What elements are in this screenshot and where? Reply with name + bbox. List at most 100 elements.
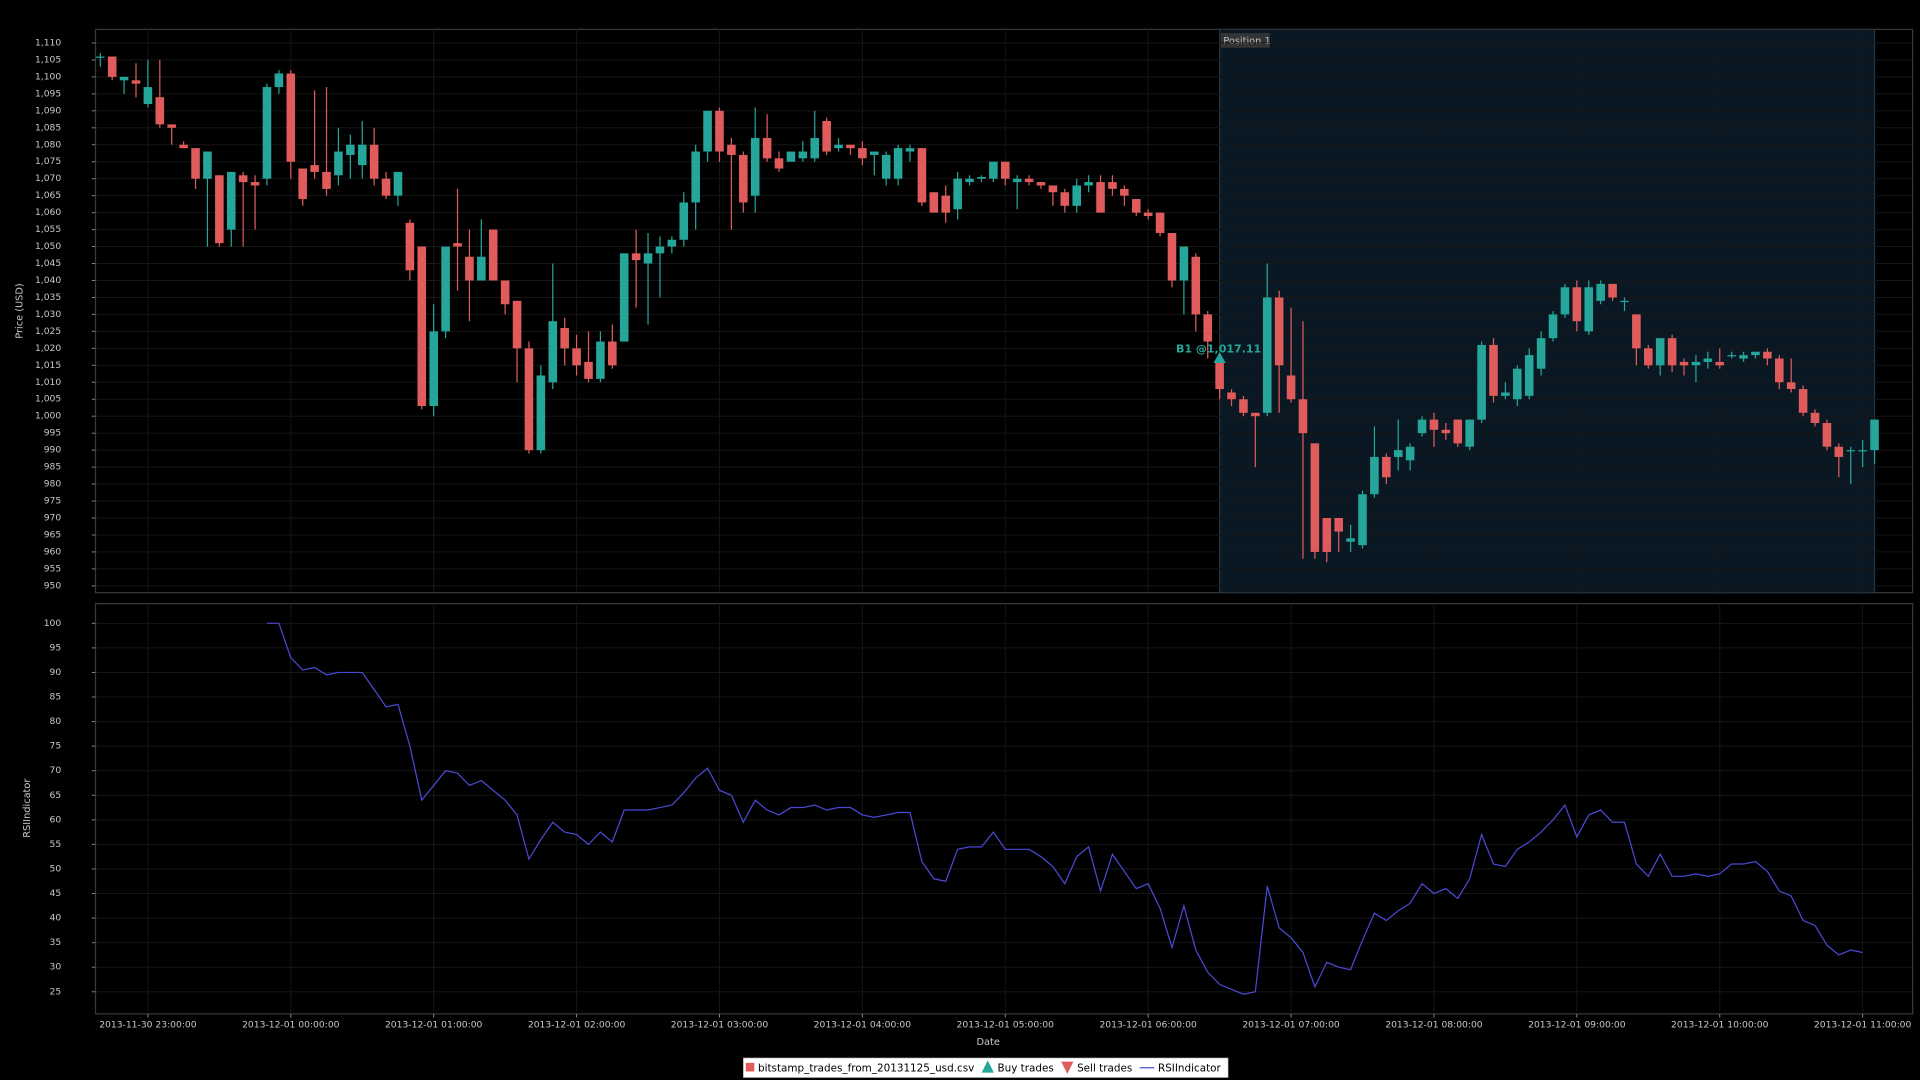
candle-body	[1691, 361, 1701, 366]
legend-symbol	[745, 1062, 755, 1072]
candle-body	[1846, 450, 1856, 452]
y-axis-label: Price (USD)	[15, 283, 26, 339]
candle-body	[1048, 185, 1058, 193]
candle-body	[310, 165, 319, 172]
candle-body	[357, 144, 367, 166]
candle-body	[1763, 351, 1772, 359]
x-tick-label: 2013-12-01 01:00:00	[385, 1019, 483, 1030]
y-tick-label: 970	[44, 513, 62, 524]
candle-body	[929, 192, 939, 213]
candle-body	[786, 151, 796, 162]
y-tick-label: 985	[44, 462, 62, 473]
candle-body	[155, 97, 165, 125]
candle-body	[1798, 389, 1808, 413]
candle-body	[619, 253, 629, 342]
position-region	[1219, 28, 1876, 594]
candle-body	[322, 171, 331, 189]
candle-body	[1179, 246, 1189, 281]
candle-body	[346, 144, 355, 155]
candle-body	[1024, 178, 1034, 183]
y-tick-label: 955	[44, 563, 62, 574]
candle-body	[953, 178, 962, 210]
candle-body	[858, 148, 867, 159]
candle-body	[1703, 358, 1713, 362]
y-tick-label: 45	[50, 888, 62, 899]
legend-symbol	[1061, 1061, 1074, 1074]
candle-body	[798, 151, 808, 159]
candle-body	[596, 341, 605, 379]
candle-body	[715, 110, 724, 152]
candle-body	[667, 239, 677, 247]
candle-body	[1822, 422, 1832, 447]
candle-body	[739, 154, 748, 203]
candle-body	[226, 171, 236, 230]
candle-body	[774, 158, 784, 169]
candle-body	[608, 341, 617, 366]
candle-body	[1131, 199, 1141, 213]
y-tick-label: 960	[44, 546, 62, 557]
y-tick-label: 1,085	[35, 122, 61, 133]
candle-body	[238, 175, 248, 183]
y-tick-label: 1,095	[35, 88, 61, 99]
candle-body	[1584, 287, 1594, 332]
x-tick-label: 2013-12-01 11:00:00	[1814, 1019, 1912, 1030]
y-tick-label: 1,035	[35, 292, 61, 303]
candle-body	[488, 229, 498, 281]
candle-body	[893, 148, 903, 179]
y-tick-label: 85	[50, 692, 62, 703]
candle-body	[1143, 212, 1153, 217]
candle-body	[1429, 419, 1439, 430]
candle-body	[846, 144, 855, 149]
candle-body	[1715, 361, 1725, 366]
y-tick-label: 100	[44, 618, 62, 629]
candle-body	[1774, 358, 1784, 383]
x-tick-label: 2013-12-01 03:00:00	[671, 1019, 769, 1030]
candle-body	[572, 348, 581, 366]
candle-body	[1858, 450, 1867, 452]
x-tick-label: 2013-12-01 10:00:00	[1671, 1019, 1769, 1030]
candle-body	[1120, 188, 1129, 196]
y-tick-label: 1,030	[35, 309, 61, 320]
y-tick-label: 70	[50, 765, 62, 776]
candle-body	[1810, 412, 1820, 423]
candle-body	[453, 243, 462, 247]
candle-body	[179, 144, 188, 149]
candle-body	[1513, 368, 1522, 400]
x-tick-label: 2013-12-01 06:00:00	[1099, 1019, 1197, 1030]
y-tick-label: 75	[50, 741, 62, 752]
candle-body	[1251, 412, 1260, 417]
candle-body	[429, 331, 438, 407]
candle-body	[1751, 351, 1760, 356]
candle-body	[1215, 361, 1224, 390]
candle-body	[1358, 494, 1367, 546]
candle-body	[393, 171, 403, 196]
candle-body	[965, 178, 974, 183]
y-tick-label: 1,040	[35, 275, 61, 286]
y-tick-label: 30	[50, 962, 62, 973]
y-tick-label: 1,060	[35, 207, 61, 218]
candle-body	[286, 73, 296, 162]
y-tick-label: 980	[44, 479, 62, 490]
candle-body	[1417, 419, 1427, 434]
y-tick-label: 60	[50, 814, 62, 825]
y-tick-label: 1,050	[35, 241, 61, 252]
y-tick-label: 1,080	[35, 139, 61, 150]
y-tick-label: 1,070	[35, 173, 61, 184]
candle-body	[1465, 419, 1474, 447]
candle-body	[405, 222, 415, 271]
candle-body	[1655, 338, 1665, 366]
candle-body	[131, 80, 141, 84]
y-tick-label: 950	[44, 580, 62, 591]
candle-body	[905, 148, 915, 152]
x-tick-label: 2013-12-01 08:00:00	[1385, 1019, 1483, 1030]
candle-body	[691, 151, 700, 203]
candle-body	[1298, 399, 1308, 434]
candle-body	[941, 195, 951, 213]
candle-body	[1453, 419, 1463, 444]
candle-body	[203, 151, 212, 179]
y-axis-label: RSIIndicator	[22, 778, 33, 838]
candle-body	[1501, 392, 1510, 396]
candle-body	[465, 256, 474, 281]
candle-body	[477, 256, 486, 281]
candle-body	[977, 176, 986, 179]
